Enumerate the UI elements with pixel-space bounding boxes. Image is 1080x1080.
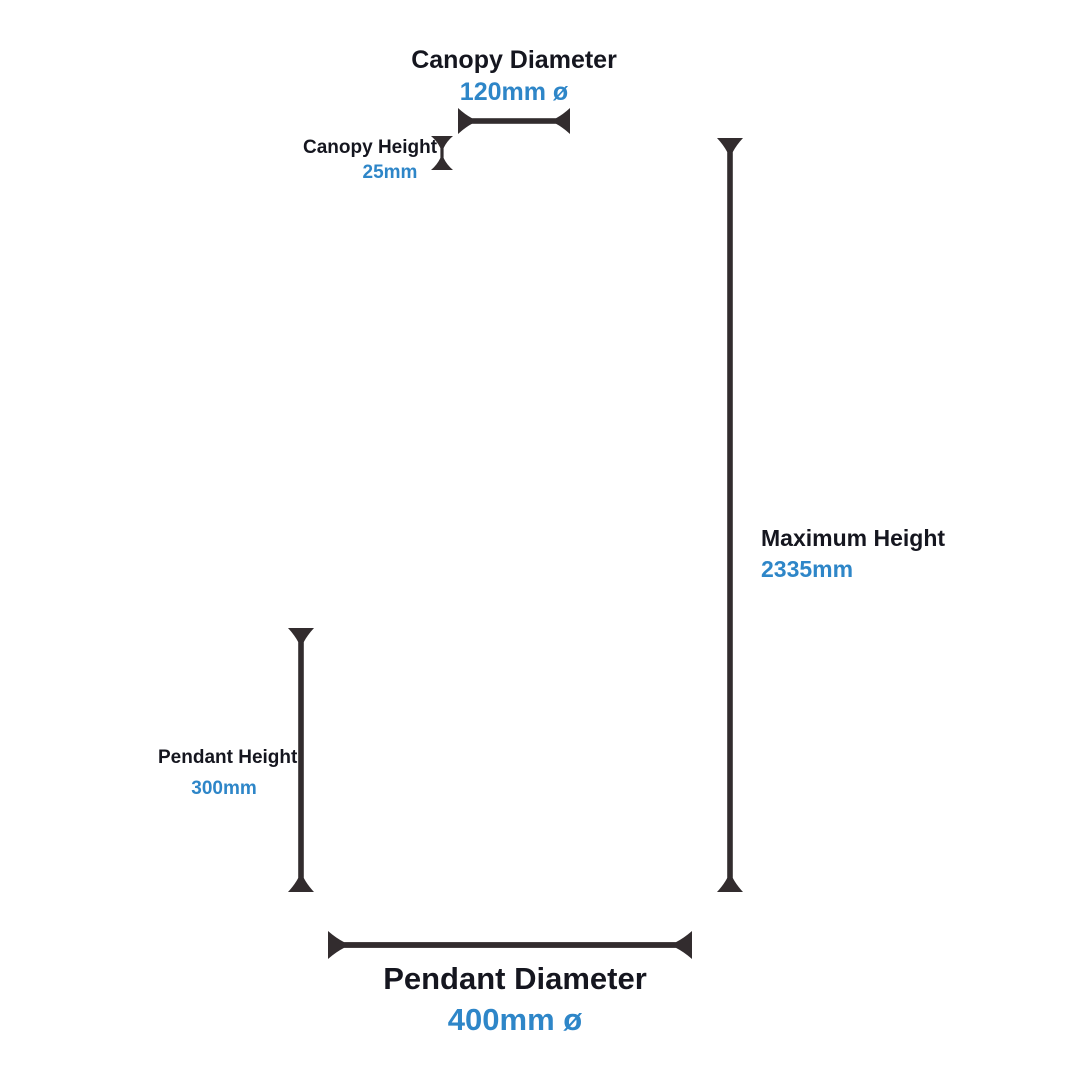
- canopy-height-label: Canopy Height: [303, 137, 438, 158]
- pendant-height-label: Pendant Height: [158, 747, 298, 768]
- canopy-diameter-label: Canopy Diameter: [411, 46, 617, 74]
- canopy-diameter-value: 120mm ø: [459, 78, 569, 106]
- pendant-diameter-label: Pendant Diameter: [383, 961, 647, 996]
- canopy-height-value: 25mm: [362, 162, 418, 183]
- canopy-height-double-arrow-icon: [431, 136, 453, 170]
- maximum-height-dimension-line-icon: [716, 138, 744, 892]
- pendant-height-dimension-line-icon: [287, 628, 315, 892]
- maximum-height-value: 2335mm: [761, 556, 854, 582]
- pendant-height-value: 300mm: [191, 778, 257, 799]
- canopy-diameter-dimension-line-icon: [458, 107, 570, 135]
- maximum-height-label: Maximum Height: [761, 525, 946, 551]
- pendant-diameter-dimension-line-icon: [328, 930, 692, 960]
- pendant-diameter-value: 400mm ø: [447, 1002, 583, 1037]
